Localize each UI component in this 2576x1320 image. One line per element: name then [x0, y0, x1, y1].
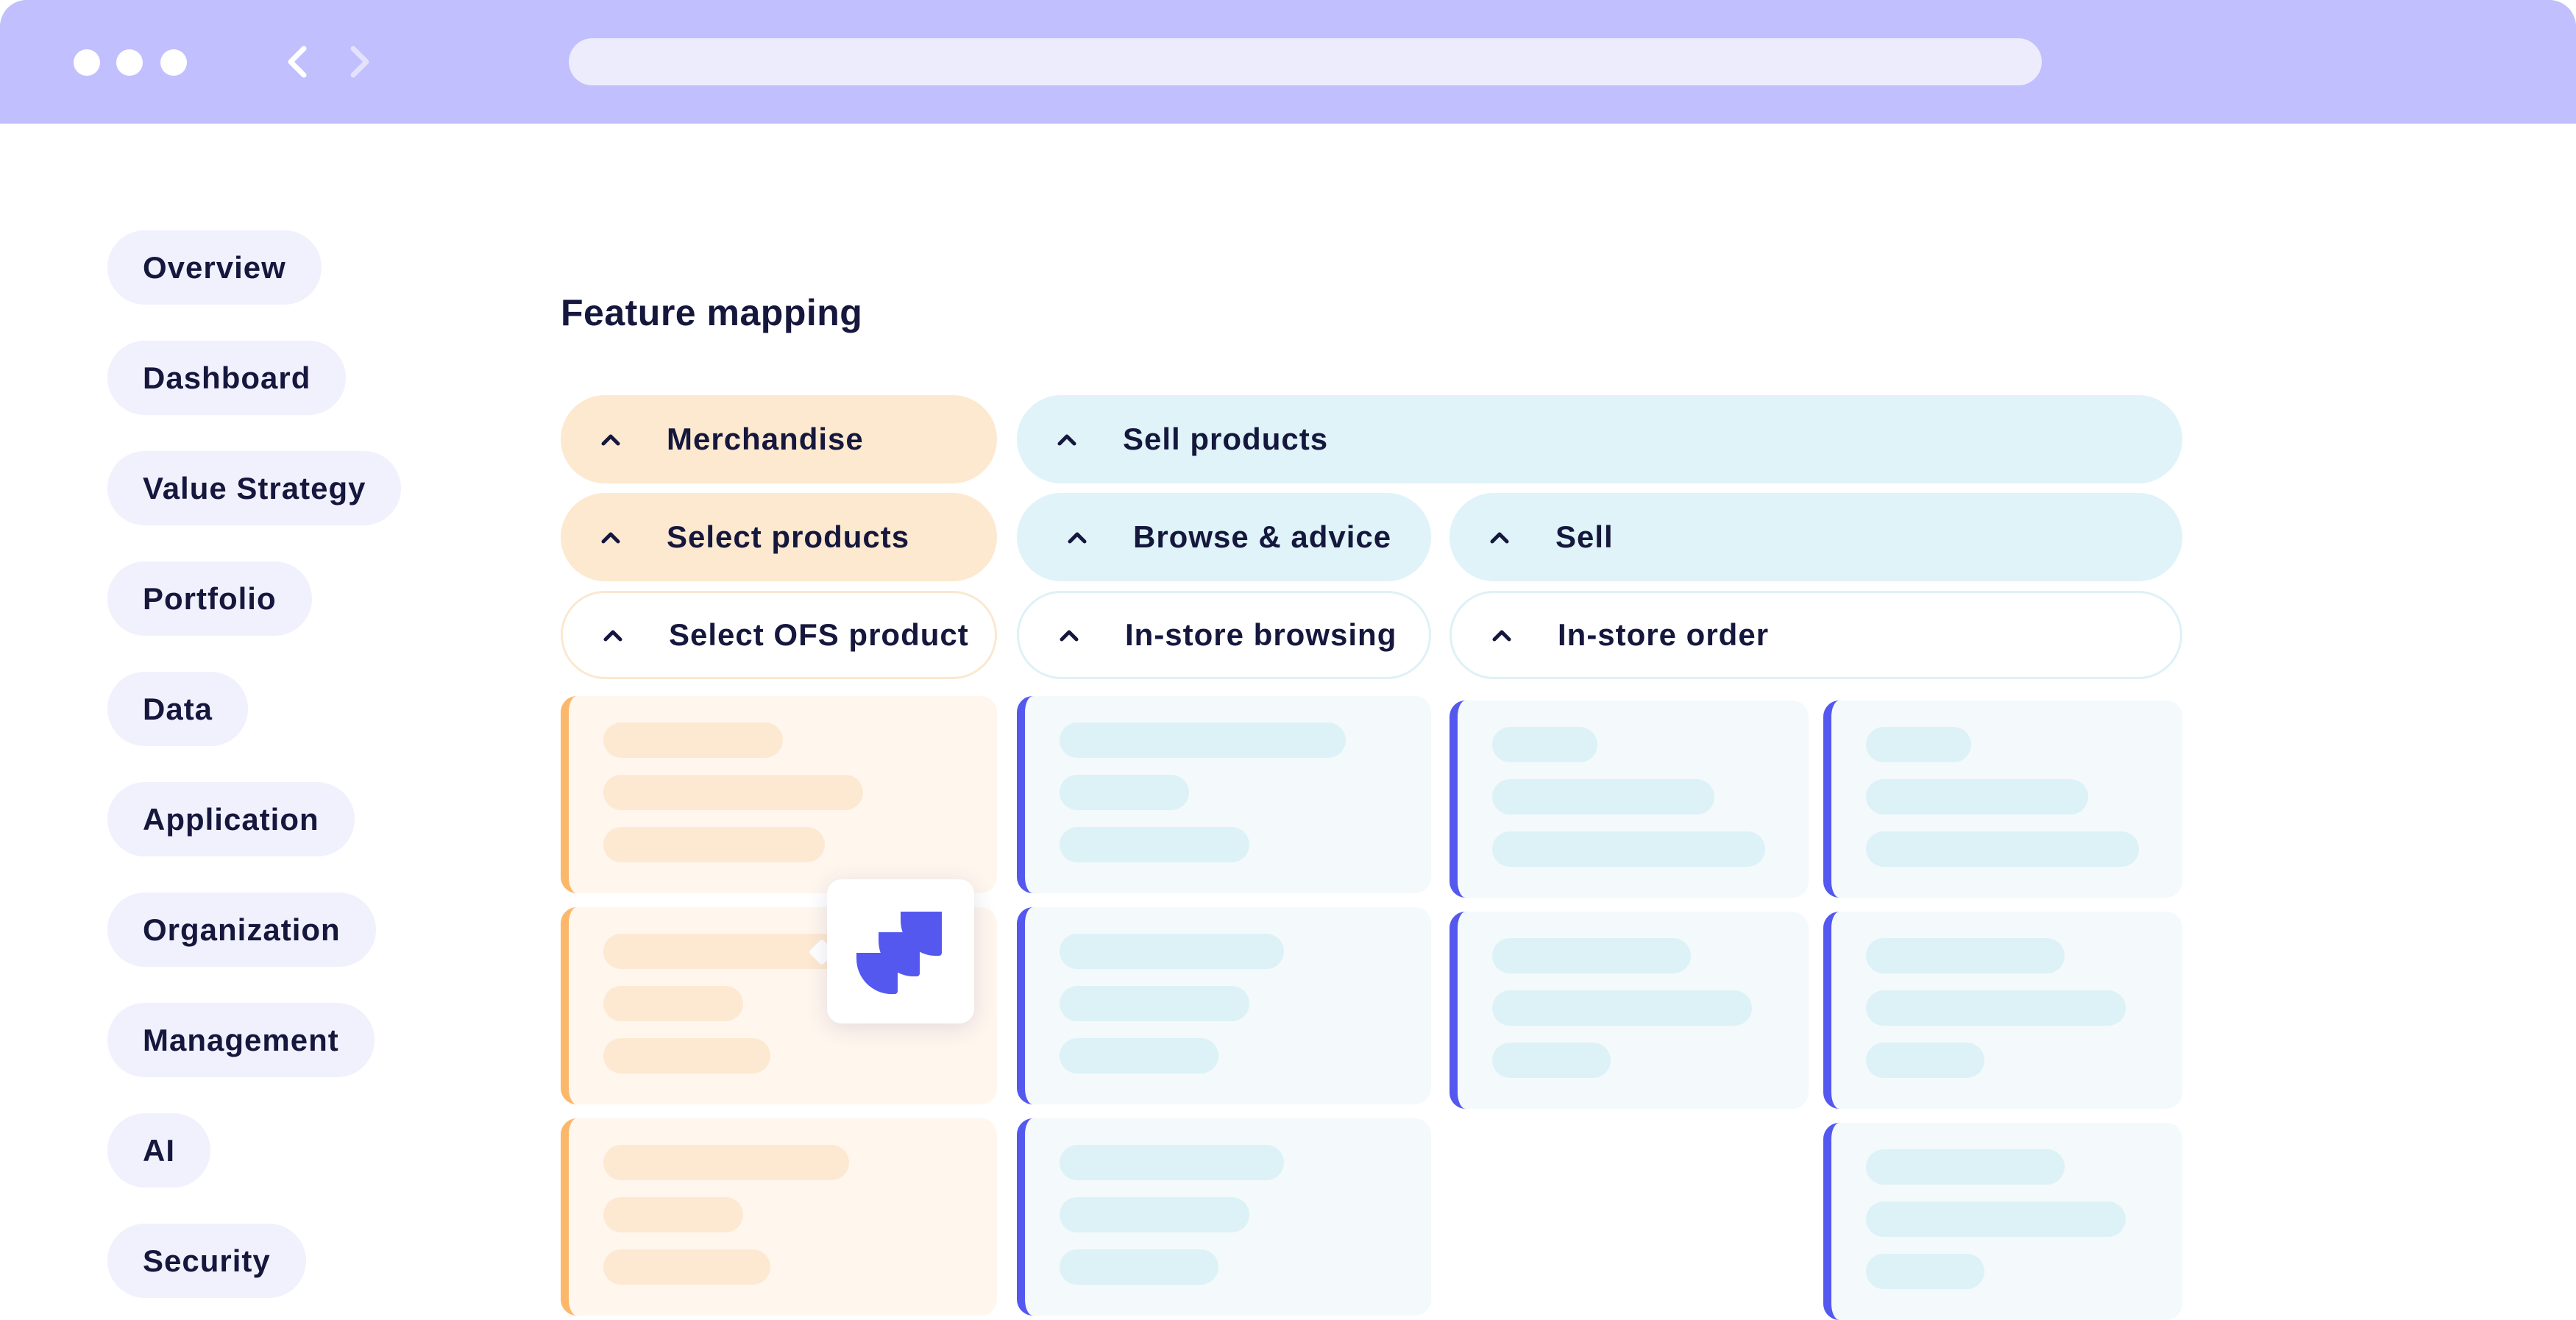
placeholder-line — [1060, 723, 1346, 758]
placeholder-line — [1866, 1202, 2126, 1237]
sidebar-item-application[interactable]: Application — [107, 782, 355, 856]
placeholder-line — [603, 775, 863, 810]
placeholder-line — [603, 1145, 849, 1180]
feature-card[interactable] — [1017, 696, 1431, 893]
feature-card[interactable] — [1017, 1118, 1431, 1316]
placeholder-line — [1492, 779, 1714, 815]
window-dot-3[interactable] — [160, 49, 187, 76]
feature-card[interactable] — [1823, 1123, 2182, 1320]
address-bar[interactable] — [569, 38, 2042, 85]
placeholder-line — [603, 1249, 770, 1285]
feature-card[interactable] — [561, 1118, 997, 1316]
feature-card[interactable] — [1450, 700, 1809, 898]
group-select-products[interactable]: Select products — [561, 493, 997, 581]
group-label: In-store order — [1558, 617, 1770, 652]
forward-icon[interactable] — [341, 41, 377, 82]
sidebar-item-dashboard[interactable]: Dashboard — [107, 341, 347, 415]
placeholder-line — [1060, 1197, 1249, 1232]
feature-card[interactable] — [1017, 907, 1431, 1104]
chevron-up-icon[interactable] — [1054, 620, 1099, 650]
back-icon[interactable] — [280, 41, 316, 82]
placeholder-line — [1060, 1038, 1218, 1074]
chevron-up-icon[interactable] — [598, 620, 642, 650]
placeholder-line — [1866, 938, 2065, 973]
feature-card[interactable] — [561, 696, 997, 893]
sidebar-item-organization[interactable]: Organization — [107, 893, 376, 967]
sidebar-item-management[interactable]: Management — [107, 1003, 375, 1077]
placeholder-line — [1060, 986, 1249, 1021]
placeholder-line — [1866, 1254, 1984, 1289]
placeholder-line — [1866, 1149, 2065, 1185]
sidebar-item-security[interactable]: Security — [107, 1224, 306, 1298]
placeholder-line — [603, 827, 825, 862]
sidebar-item-data[interactable]: Data — [107, 672, 249, 746]
group-label: In-store browsing — [1125, 617, 1397, 652]
window-dot-2[interactable] — [116, 49, 143, 76]
group-label: Sell — [1555, 519, 1614, 554]
placeholder-line — [1060, 1249, 1218, 1285]
placeholder-line — [603, 986, 743, 1021]
placeholder-line — [603, 1197, 743, 1232]
sidebar-item-value-strategy[interactable]: Value Strategy — [107, 451, 402, 525]
placeholder-line — [1060, 827, 1249, 862]
page-title: Feature mapping — [561, 292, 863, 333]
placeholder-line — [1060, 934, 1284, 969]
chevron-up-icon[interactable] — [596, 425, 640, 454]
sidebar-item-ai[interactable]: AI — [107, 1113, 210, 1188]
chevron-up-icon[interactable] — [1052, 425, 1096, 454]
placeholder-line — [1492, 938, 1691, 973]
placeholder-line — [1866, 831, 2139, 867]
browser-titlebar — [0, 0, 2576, 124]
placeholder-line — [1492, 990, 1752, 1026]
placeholder-line — [1060, 1145, 1284, 1180]
group-sell[interactable]: Sell — [1450, 493, 2182, 581]
placeholder-line — [1492, 727, 1597, 762]
jira-logo-icon — [856, 912, 942, 994]
placeholder-line — [1492, 831, 1765, 867]
sidebar-item-portfolio[interactable]: Portfolio — [107, 561, 312, 636]
window-dot-1[interactable] — [74, 49, 100, 76]
chevron-up-icon[interactable] — [1485, 522, 1529, 552]
chevron-up-icon[interactable] — [596, 522, 640, 552]
group-browse-advice[interactable]: Browse & advice — [1017, 493, 1431, 581]
integration-popup[interactable] — [827, 879, 974, 1023]
group-label: Browse & advice — [1133, 519, 1392, 554]
placeholder-line — [603, 934, 846, 969]
group-in-store-browsing[interactable]: In-store browsing — [1017, 591, 1431, 679]
placeholder-line — [1866, 727, 1971, 762]
group-select-ofs-product[interactable]: Select OFS product — [561, 591, 997, 679]
placeholder-line — [1866, 990, 2126, 1026]
placeholder-line — [1866, 1043, 1984, 1078]
group-label: Select OFS product — [669, 617, 969, 652]
placeholder-line — [603, 1038, 770, 1074]
chevron-up-icon[interactable] — [1487, 620, 1531, 650]
feature-card[interactable] — [1823, 912, 2182, 1109]
placeholder-line — [1060, 775, 1189, 810]
placeholder-line — [1866, 779, 2088, 815]
chevron-up-icon[interactable] — [1062, 522, 1107, 552]
group-merchandise[interactable]: Merchandise — [561, 395, 997, 483]
group-label: Sell products — [1123, 422, 1329, 456]
placeholder-line — [1492, 1043, 1611, 1078]
placeholder-line — [603, 723, 783, 758]
feature-card[interactable] — [1823, 700, 2182, 898]
group-label: Merchandise — [667, 422, 864, 456]
feature-card[interactable] — [1450, 912, 1809, 1109]
group-in-store-order[interactable]: In-store order — [1450, 591, 2182, 679]
group-label: Select products — [667, 519, 910, 554]
sidebar-item-overview[interactable]: Overview — [107, 230, 322, 305]
group-sell-products[interactable]: Sell products — [1017, 395, 2182, 483]
